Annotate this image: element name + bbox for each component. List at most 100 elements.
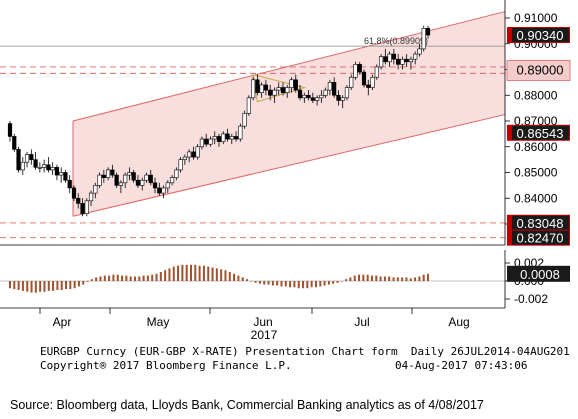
- oscillator-bar: [280, 281, 283, 287]
- candle-body: [366, 84, 371, 88]
- candle-body: [315, 97, 320, 101]
- candle-body: [306, 94, 311, 99]
- oscillator-bar: [194, 264, 197, 281]
- oscillator-bar: [146, 275, 149, 281]
- candle-body: [408, 58, 414, 63]
- oscillator-bar: [241, 277, 244, 281]
- oscillator-bar: [263, 281, 266, 285]
- oscillator-bar: [362, 274, 365, 281]
- oscillator-bar: [17, 281, 20, 290]
- candle-body: [340, 97, 345, 101]
- oscillator-bar: [228, 272, 231, 281]
- oscillator-bar: [202, 265, 205, 281]
- oscillator-bar: [90, 279, 93, 281]
- oscillator-bar: [409, 278, 412, 281]
- oscillator-bar: [336, 281, 339, 283]
- candle-body: [396, 58, 401, 65]
- candle-body: [67, 179, 72, 189]
- candle-body: [93, 185, 98, 194]
- candle-body: [182, 156, 187, 160]
- oscillator-bar: [73, 281, 76, 289]
- candle-body: [404, 58, 409, 63]
- oscillator-bar: [353, 275, 356, 281]
- channel-lower-line: [72, 114, 506, 217]
- candle-body: [332, 82, 337, 96]
- candle-body: [276, 87, 281, 91]
- candle-body: [238, 125, 243, 140]
- oscillator-bar: [116, 274, 119, 281]
- oscillator-bar: [215, 268, 218, 281]
- candle-body: [63, 172, 68, 181]
- oscillator-bar: [164, 270, 167, 281]
- oscillator-bar: [86, 281, 89, 282]
- source-note: Source: Bloomberg data, Lloyds Bank, Com…: [10, 398, 484, 412]
- candle-body: [118, 182, 123, 186]
- candle-body: [110, 169, 115, 176]
- candle-body: [42, 164, 47, 168]
- oscillator-bar: [189, 264, 192, 281]
- candle-body: [361, 71, 367, 86]
- candle-body: [20, 161, 25, 171]
- price-label-text: 0.89000: [517, 63, 564, 78]
- oscillator-bar: [13, 281, 16, 290]
- candle-body: [88, 192, 94, 202]
- oscillator-bar: [366, 274, 369, 281]
- oscillator-bar: [181, 264, 184, 281]
- oscillator-bar: [95, 277, 98, 281]
- candle-body: [212, 136, 217, 140]
- price-label-0.82470: 0.82470: [507, 229, 570, 246]
- price-label-inner: [512, 215, 569, 230]
- candle-body: [157, 187, 162, 194]
- oscillator-bar: [82, 281, 85, 285]
- footer-timestamp: 04-Aug-2017 07:43:06: [395, 359, 528, 372]
- candle-body: [80, 203, 85, 214]
- candle-body: [161, 187, 166, 194]
- candle-body: [327, 82, 332, 91]
- candle-body: [387, 53, 392, 63]
- oscillator-bar: [379, 276, 382, 281]
- dashed-levels: [0, 66, 505, 239]
- oscillator-bar: [30, 281, 33, 293]
- price-tick-label: 0.91000: [514, 11, 558, 25]
- oscillator-bar: [358, 274, 361, 281]
- candle-body: [336, 94, 341, 101]
- oscillator-bar: [177, 265, 180, 281]
- candle-body: [255, 79, 260, 93]
- price-tick-label: 0.88000: [514, 88, 558, 102]
- oscillator-tick-label: -0.002: [514, 292, 548, 306]
- candle-body: [233, 136, 239, 140]
- oscillator-bar: [246, 279, 249, 281]
- candle-body: [97, 174, 102, 186]
- oscillator-bar: [43, 281, 46, 292]
- oscillator-bar: [198, 265, 201, 281]
- oscillator-bar: [155, 273, 158, 281]
- candle-body: [208, 138, 213, 145]
- price-label-0.89000: 0.89000: [506, 60, 571, 81]
- candle-body: [7, 123, 13, 137]
- candle-body: [216, 136, 222, 142]
- candle-body: [131, 172, 136, 181]
- oscillator-bar: [112, 274, 115, 281]
- oscillator-bar: [133, 276, 136, 281]
- oscillator-bar: [47, 281, 50, 291]
- oscillator-bar: [388, 276, 391, 281]
- candle-body: [169, 177, 175, 184]
- oscillator-bar: [306, 281, 309, 289]
- oscillator-bar: [340, 281, 343, 282]
- candle-body: [221, 133, 226, 142]
- channel-upper-line: [72, 11, 506, 122]
- oscillator-bar: [26, 281, 29, 292]
- oscillator-bar: [370, 275, 373, 281]
- pennant-triangle: [252, 73, 307, 103]
- oscillator-bar: [69, 281, 72, 290]
- oscillator-bar: [9, 281, 11, 289]
- candle-body: [195, 146, 200, 158]
- candle-body: [310, 97, 315, 101]
- oscillator-bar: [383, 276, 386, 281]
- candle-body: [204, 138, 209, 145]
- oscillator-bar: [142, 275, 145, 281]
- candle-body: [251, 79, 256, 99]
- price-label-0.90340: 0.90340: [507, 26, 570, 43]
